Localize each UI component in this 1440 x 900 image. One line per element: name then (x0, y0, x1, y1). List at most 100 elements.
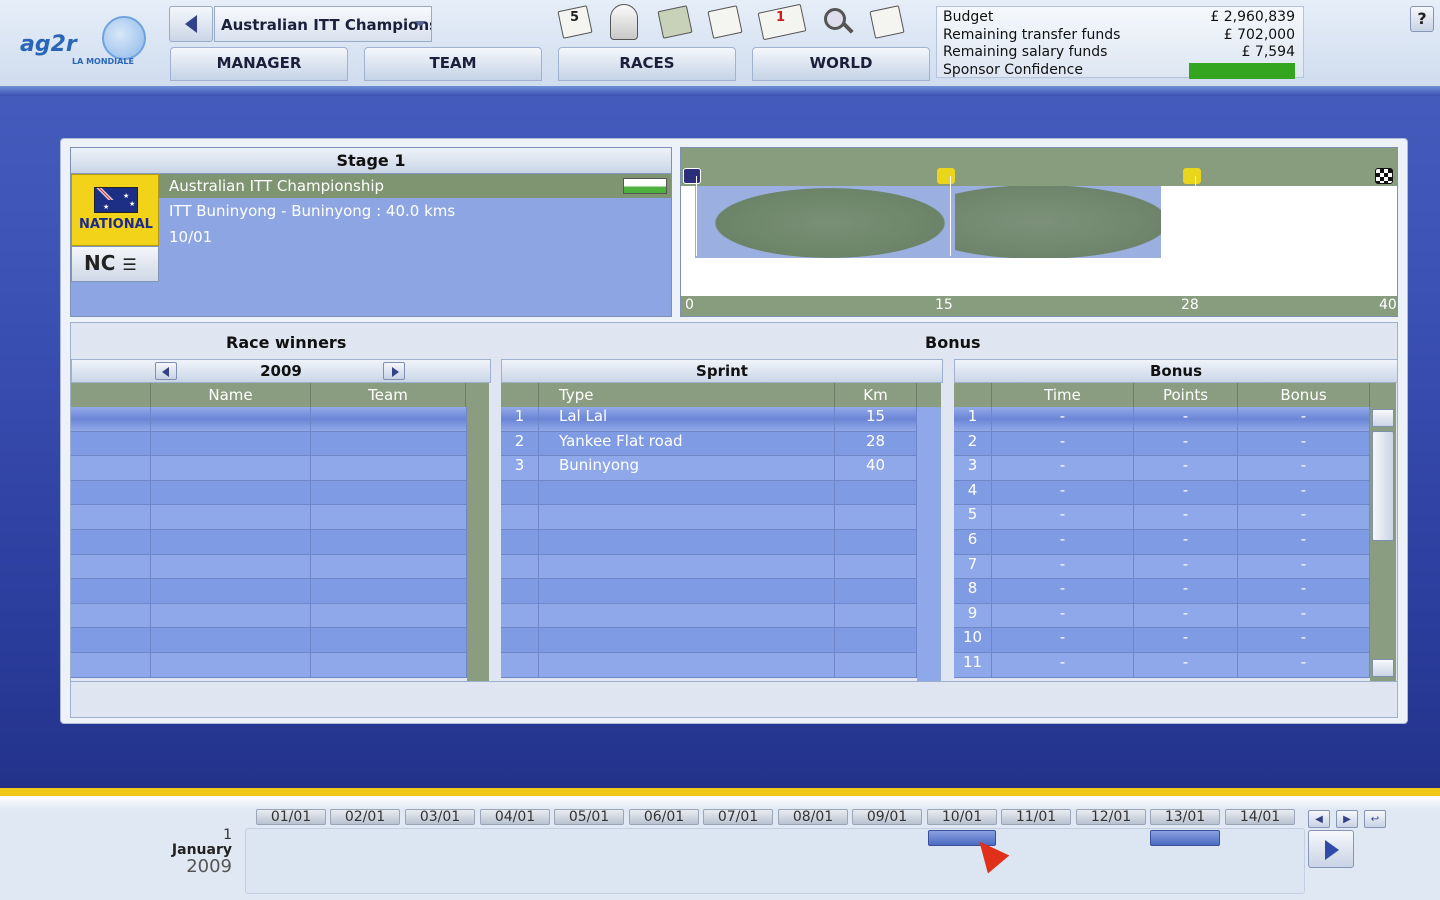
transfer-funds-row: Remaining transfer funds £ 702,000 (943, 27, 1295, 45)
date-tab[interactable]: 05/01 (554, 809, 624, 825)
table-row[interactable]: 10- - - (954, 628, 1370, 653)
table-row[interactable]: 4--- (954, 480, 1370, 506)
race-flag-icon (623, 178, 667, 194)
table-row[interactable] (71, 431, 467, 457)
date-tab[interactable]: 13/01 (1150, 809, 1220, 825)
table-row[interactable]: 9--- (954, 603, 1370, 629)
bonus-value: - (1238, 480, 1370, 506)
km-label: 40 (1379, 297, 1397, 313)
date-tab[interactable]: 14/01 (1225, 809, 1295, 825)
table-row[interactable] (501, 505, 917, 530)
back-button[interactable] (169, 6, 213, 42)
timeline-reset-button[interactable]: ↩ (1364, 810, 1386, 828)
date-tab[interactable]: 04/01 (480, 809, 550, 825)
table-row[interactable] (71, 652, 467, 678)
col-points: Points (1134, 383, 1238, 407)
table-row[interactable] (71, 407, 467, 432)
race-selector-label: Australian ITT Championship (221, 16, 431, 34)
date-tab[interactable]: 02/01 (330, 809, 400, 825)
rider-icon[interactable] (602, 2, 646, 42)
scroll-up-button[interactable] (1372, 409, 1394, 427)
table-row[interactable]: 1--- (954, 407, 1370, 432)
tab-team[interactable]: TEAM (364, 47, 542, 81)
date-tab[interactable]: 10/01 (927, 809, 997, 825)
table-row[interactable]: 7--- (954, 554, 1370, 580)
row-number: 3 (954, 456, 992, 481)
table-row[interactable] (501, 652, 917, 678)
table-row[interactable] (71, 628, 467, 653)
sprint-scrollbar[interactable] (917, 407, 941, 681)
row-number: 8 (954, 579, 992, 604)
table-row[interactable] (71, 554, 467, 580)
race-event-bar[interactable] (1150, 830, 1220, 846)
table-row[interactable] (501, 554, 917, 580)
table-row[interactable] (71, 505, 467, 530)
date-tab[interactable]: 08/01 (778, 809, 848, 825)
search-icon[interactable] (814, 2, 858, 42)
budget-value: £ 2,960,839 (1210, 9, 1295, 25)
table-row[interactable]: 3 Buninyong 40 (501, 456, 917, 481)
timeline-next-button[interactable]: ▶ (1336, 810, 1358, 828)
continue-button[interactable] (1308, 830, 1354, 868)
table-row[interactable] (501, 480, 917, 506)
table-row[interactable] (501, 603, 917, 629)
newspaper-icon[interactable] (702, 2, 746, 42)
scroll-down-button[interactable] (1372, 659, 1394, 677)
date-tab[interactable]: 11/01 (1001, 809, 1071, 825)
date-tab[interactable]: 12/01 (1076, 809, 1146, 825)
mail-icon[interactable]: 1 (752, 2, 808, 42)
table-row[interactable]: 2--- (954, 431, 1370, 457)
sprint-column-header: Type Km (501, 383, 941, 407)
bonus-scrollbar[interactable] (1370, 407, 1396, 681)
play-icon (1325, 840, 1339, 860)
finance-icon[interactable] (652, 2, 696, 42)
table-row[interactable]: 2 Yankee Flat road 28 (501, 431, 917, 457)
table-row[interactable] (71, 603, 467, 629)
tab-world[interactable]: WORLD (752, 47, 930, 81)
budget-row: Budget £ 2,960,839 (943, 9, 1295, 27)
table-row[interactable]: 6--- (954, 529, 1370, 555)
table-row[interactable] (71, 529, 467, 555)
scroll-thumb[interactable] (1372, 431, 1394, 541)
bonus-points: - (1134, 505, 1238, 530)
race-selector[interactable]: Australian ITT Championship (214, 6, 432, 42)
bonus-points: - (1134, 652, 1238, 678)
race-event-bar[interactable] (928, 830, 996, 846)
winners-scrollbar[interactable] (467, 407, 489, 681)
date-tab[interactable]: 03/01 (405, 809, 475, 825)
table-row[interactable]: 8--- (954, 579, 1370, 604)
col-team: Team (311, 383, 466, 407)
table-row[interactable] (71, 480, 467, 506)
table-row[interactable] (71, 579, 467, 604)
table-row[interactable] (501, 529, 917, 555)
table-row[interactable]: 1 Lal Lal 15 (501, 407, 917, 432)
next-year-button[interactable] (383, 362, 405, 380)
year-selector: 2009 (71, 359, 491, 383)
timeline-prev-button[interactable]: ◀ (1308, 810, 1330, 828)
table-row[interactable] (501, 579, 917, 604)
current-day: 1 (223, 827, 232, 843)
race-detail-panel: Stage 1 ★ ★ ★ NATIONAL NC ☰ Australian I… (60, 138, 1408, 724)
date-tab[interactable]: 07/01 (703, 809, 773, 825)
date-tab[interactable]: 06/01 (629, 809, 699, 825)
table-row[interactable]: 11- - - (954, 652, 1370, 678)
calendar-icon[interactable]: 5 (552, 2, 596, 42)
table-row[interactable] (501, 628, 917, 653)
table-row[interactable]: 3--- (954, 456, 1370, 481)
table-row[interactable]: 5--- (954, 505, 1370, 530)
prev-year-button[interactable] (155, 362, 177, 380)
tab-races[interactable]: RACES (558, 47, 736, 81)
table-row[interactable] (71, 456, 467, 481)
timeline-track[interactable] (245, 828, 1305, 894)
sponsor-confidence-row: Sponsor Confidence (943, 62, 1295, 80)
date-tab[interactable]: 09/01 (852, 809, 922, 825)
next-arrow-icon: ▶ (1343, 813, 1351, 825)
bonus-section-title: Bonus (925, 333, 981, 352)
back-arrow-icon (185, 15, 197, 33)
notepad-icon[interactable] (864, 2, 908, 42)
race-name-bar: Australian ITT Championship (159, 174, 671, 198)
tab-manager[interactable]: MANAGER (170, 47, 348, 81)
date-tab[interactable]: 01/01 (256, 809, 326, 825)
help-button[interactable]: ? (1410, 6, 1434, 32)
winners-grid (71, 407, 467, 681)
